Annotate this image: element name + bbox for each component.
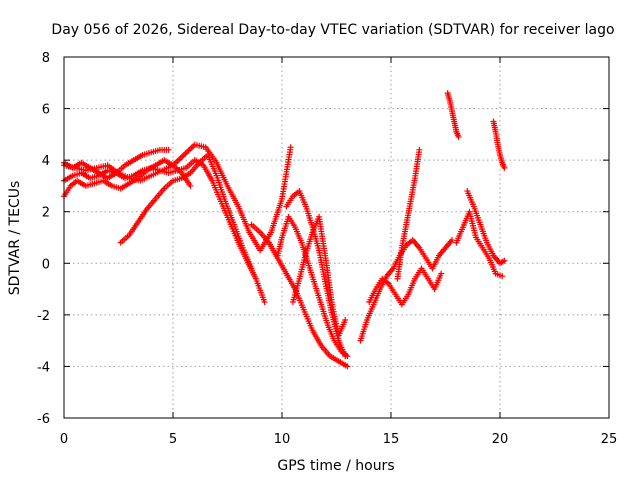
data-point: [449, 237, 456, 244]
grid: [64, 57, 609, 418]
data-point: [187, 182, 194, 189]
y-tick-label: 6: [42, 103, 50, 118]
y-tick-label: 8: [42, 51, 50, 66]
y-tick-label: -4: [37, 360, 50, 375]
data-point: [501, 257, 508, 264]
x-tick-label: 5: [169, 432, 177, 447]
y-tick-label: 0: [42, 257, 50, 272]
data-point: [455, 133, 462, 140]
x-tick-label: 10: [274, 432, 291, 447]
series-track-o: [464, 188, 508, 267]
x-tick-label: 15: [383, 432, 400, 447]
x-tick-label: 0: [60, 432, 68, 447]
data-point: [501, 164, 508, 171]
data-point: [344, 363, 351, 370]
series-track-k: [394, 146, 423, 282]
data-point: [438, 270, 445, 277]
series-track-n: [453, 208, 506, 280]
series-track-j: [357, 237, 456, 344]
y-tick-label: -2: [37, 309, 50, 324]
data-point: [248, 265, 255, 272]
y-tick-label: 2: [42, 206, 50, 221]
plot-frame: [63, 56, 610, 419]
series-track-g: [274, 213, 351, 360]
data-point: [499, 273, 506, 280]
data-marks: [61, 90, 508, 370]
series-track-l: [366, 265, 445, 308]
series-track-f: [248, 221, 351, 370]
x-axis-label: GPS time / hours: [277, 458, 394, 474]
y-axis-label: SDTVAR / TECUs: [7, 181, 23, 296]
series-track-i: [289, 213, 349, 339]
series-track-p: [490, 118, 508, 171]
series-track-b: [61, 141, 294, 254]
data-point: [342, 317, 349, 324]
y-tick-label: -6: [37, 412, 50, 427]
x-tick-label: 25: [601, 432, 618, 447]
data-point: [342, 353, 349, 360]
series-track-d: [117, 151, 255, 272]
data-point: [416, 146, 423, 153]
axis-ticks: [63, 56, 610, 419]
axis-tick-labels: 0 5 10 15 20 25 -6 -4 -2 0 2 4 6 8: [37, 51, 617, 447]
data-point: [165, 146, 172, 153]
series-track-e: [61, 146, 172, 182]
data-point: [287, 144, 294, 151]
data-point: [261, 298, 268, 305]
chart-title: Day 056 of 2026, Sidereal Day-to-day VTE…: [51, 22, 614, 38]
series-track-m: [444, 90, 462, 140]
y-tick-label: 4: [42, 154, 50, 169]
x-tick-label: 20: [492, 432, 509, 447]
